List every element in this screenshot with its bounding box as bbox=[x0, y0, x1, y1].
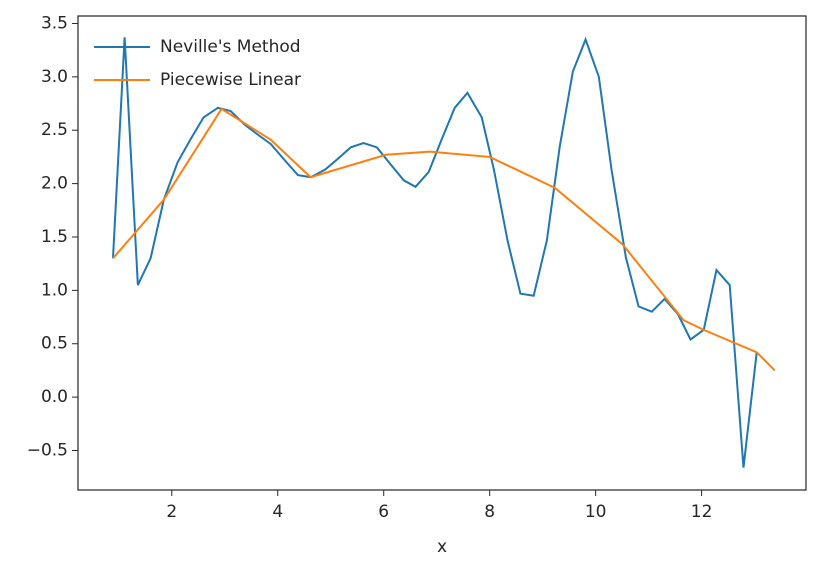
legend-label: Neville's Method bbox=[160, 37, 301, 57]
y-tick-label: 2.5 bbox=[41, 120, 68, 140]
y-tick-label: 0.5 bbox=[41, 334, 68, 354]
x-tick-label: 10 bbox=[585, 502, 607, 522]
y-tick-label: 1.5 bbox=[41, 227, 68, 247]
y-tick-label: 3.5 bbox=[41, 13, 68, 33]
x-tick-label: 6 bbox=[378, 502, 389, 522]
series-line bbox=[112, 107, 776, 372]
legend-label: Piecewise Linear bbox=[160, 70, 301, 90]
y-tick-label: 3.0 bbox=[41, 67, 68, 87]
x-axis-label: x bbox=[437, 537, 447, 557]
y-tick-label: 1.0 bbox=[41, 280, 68, 300]
y-tick-label: 0.0 bbox=[41, 387, 68, 407]
x-tick-label: 4 bbox=[272, 502, 283, 522]
series-line bbox=[111, 36, 758, 468]
x-tick-label: 12 bbox=[691, 502, 713, 522]
y-tick-label: −0.5 bbox=[27, 441, 68, 461]
x-tick-label: 2 bbox=[166, 502, 177, 522]
y-tick-label: 2.0 bbox=[41, 174, 68, 194]
x-tick-label: 8 bbox=[484, 502, 495, 522]
plot-frame bbox=[77, 15, 807, 491]
